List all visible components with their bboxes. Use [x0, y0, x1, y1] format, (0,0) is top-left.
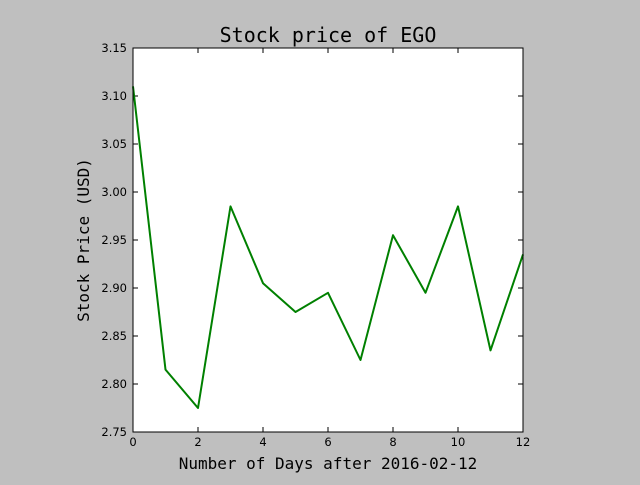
y-tick-label: 2.75 — [101, 425, 127, 439]
x-tick-label: 6 — [324, 435, 331, 449]
x-tick-label: 2 — [194, 435, 201, 449]
y-tick-label: 2.90 — [101, 281, 127, 295]
x-tick-label: 0 — [129, 435, 136, 449]
y-tick-label: 3.15 — [101, 41, 127, 55]
x-tick-label: 8 — [389, 435, 396, 449]
y-tick-label: 2.80 — [101, 377, 127, 391]
y-axis-label: Stock Price (USD) — [74, 158, 93, 322]
plot-area — [133, 48, 523, 432]
y-tick-label: 2.95 — [101, 233, 127, 247]
y-tick-label: 3.05 — [101, 137, 127, 151]
x-tick-label: 10 — [451, 435, 466, 449]
x-tick-label: 4 — [259, 435, 266, 449]
chart-title: Stock price of EGO — [220, 23, 437, 47]
y-tick-label: 3.10 — [101, 89, 127, 103]
x-tick-label: 12 — [516, 435, 531, 449]
y-tick-label: 3.00 — [101, 185, 127, 199]
y-tick-label: 2.85 — [101, 329, 127, 343]
x-axis-label: Number of Days after 2016-02-12 — [179, 454, 478, 473]
